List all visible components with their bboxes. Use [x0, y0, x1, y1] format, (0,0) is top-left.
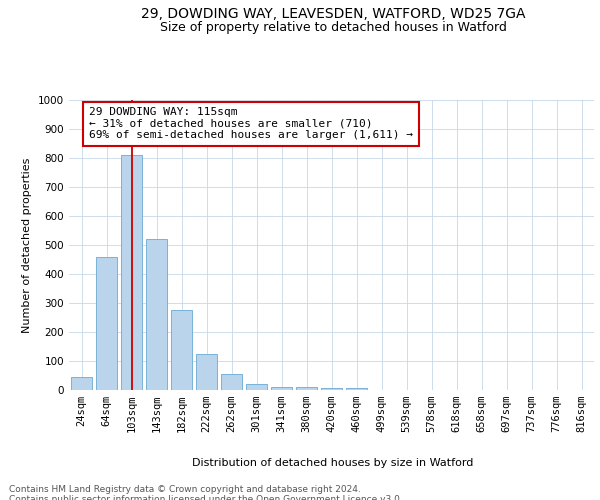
Bar — [246, 384, 267, 390]
Text: Size of property relative to detached houses in Watford: Size of property relative to detached ho… — [160, 21, 506, 34]
Bar — [346, 388, 367, 390]
Bar — [71, 376, 92, 390]
Bar — [271, 387, 292, 390]
Bar — [296, 387, 317, 390]
Bar — [121, 155, 142, 390]
Text: Contains HM Land Registry data © Crown copyright and database right 2024.
Contai: Contains HM Land Registry data © Crown c… — [9, 485, 403, 500]
Bar — [146, 239, 167, 390]
Bar — [196, 354, 217, 390]
Y-axis label: Number of detached properties: Number of detached properties — [22, 158, 32, 332]
Text: 29 DOWDING WAY: 115sqm
← 31% of detached houses are smaller (710)
69% of semi-de: 29 DOWDING WAY: 115sqm ← 31% of detached… — [89, 108, 413, 140]
Text: 29, DOWDING WAY, LEAVESDEN, WATFORD, WD25 7GA: 29, DOWDING WAY, LEAVESDEN, WATFORD, WD2… — [141, 8, 525, 22]
Bar — [171, 310, 192, 390]
Bar — [96, 256, 117, 390]
Bar — [321, 388, 342, 390]
Text: Distribution of detached houses by size in Watford: Distribution of detached houses by size … — [193, 458, 473, 468]
Bar — [221, 374, 242, 390]
